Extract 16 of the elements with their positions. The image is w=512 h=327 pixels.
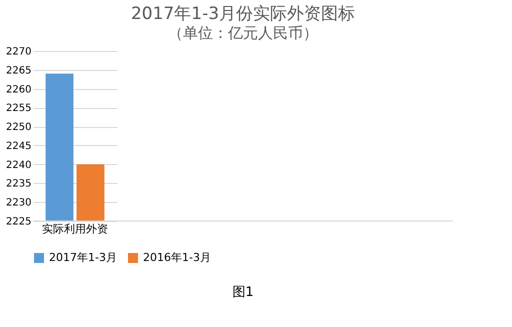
- y-tick-label: 2265: [6, 65, 32, 76]
- y-tick-label: 2225: [6, 216, 32, 228]
- y-tick-label: 2245: [6, 140, 32, 152]
- y-tick-label: 2255: [6, 103, 32, 114]
- y-tick-label: 2270: [6, 46, 32, 58]
- text: 2017年1-3月份实际外资图标: [130, 4, 356, 24]
- y-tick-label: 2240: [6, 160, 32, 171]
- y-tick-label: 2260: [6, 84, 32, 96]
- caption: 图1: [232, 285, 254, 300]
- x-tick-label: 实际利用外资: [42, 222, 108, 236]
- legend-label: 2017年1-3月: [49, 251, 117, 264]
- y-tick-label: 2235: [6, 178, 32, 190]
- y-tick-label: 2230: [6, 198, 32, 209]
- y-tick-label: 2250: [6, 122, 32, 134]
- text: （单位：亿元人民币）: [168, 24, 318, 42]
- legend-label: 2016年1-3月: [143, 251, 211, 264]
